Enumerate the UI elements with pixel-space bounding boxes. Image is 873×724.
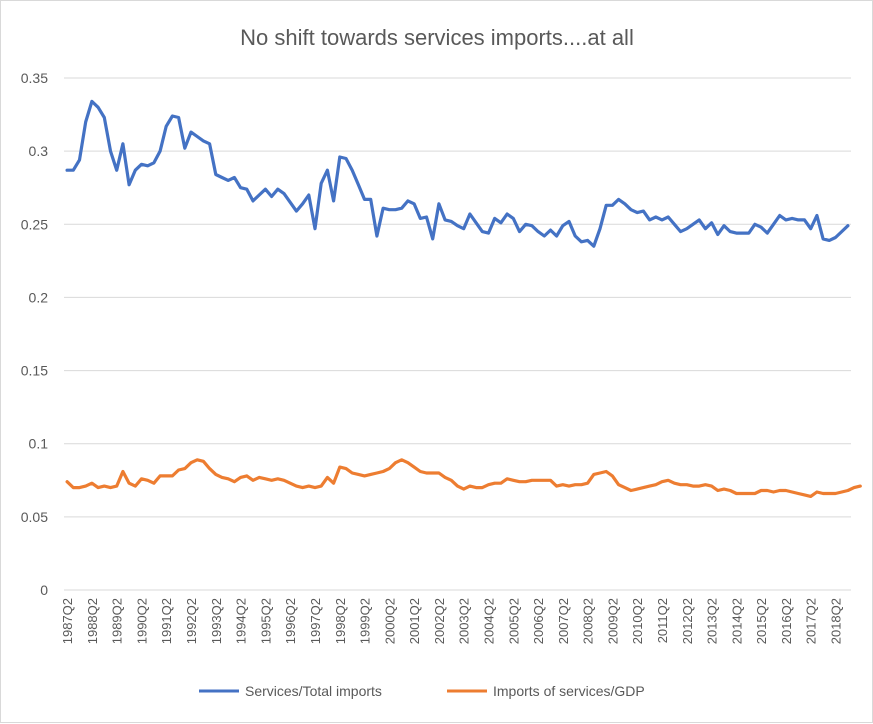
y-tick-label: 0.15 — [21, 363, 48, 379]
chart-title: No shift towards services imports....at … — [240, 25, 634, 50]
series-lines — [65, 99, 862, 498]
y-tick-label: 0.35 — [21, 70, 48, 86]
y-axis-ticks: 0 0.05 0.1 0.15 0.2 0.25 0.3 0.35 — [21, 70, 48, 598]
x-axis-ticks: 1987Q2 1988Q2 1989Q2 1990Q2 1991Q2 1992Q2 1993… — [60, 598, 843, 644]
y-tick-label: 0.05 — [21, 509, 48, 525]
x-tick-label: 2009Q2 — [605, 598, 620, 644]
x-tick-label: 2000Q2 — [382, 598, 397, 644]
legend-label-services-total-imports: Services/Total imports — [245, 683, 382, 699]
x-tick-label: 2003Q2 — [457, 598, 472, 644]
x-tick-label: 1994Q2 — [234, 598, 249, 644]
series-line-services-total-imports — [65, 99, 850, 248]
y-tick-label: 0.2 — [29, 289, 49, 305]
legend-label-imports-of-services-gdp: Imports of services/GDP — [493, 683, 645, 699]
x-tick-label: 2015Q2 — [754, 598, 769, 644]
x-tick-label: 1999Q2 — [358, 598, 373, 644]
x-tick-label: 2006Q2 — [531, 598, 546, 644]
x-tick-label: 2002Q2 — [432, 598, 447, 644]
x-tick-label: 2014Q2 — [729, 598, 744, 644]
y-tick-label: 0.1 — [29, 436, 49, 452]
x-tick-label: 2004Q2 — [481, 598, 496, 644]
x-tick-label: 2010Q2 — [630, 598, 645, 644]
gridlines — [64, 77, 851, 591]
y-tick-label: 0.3 — [29, 143, 49, 159]
x-tick-label: 1991Q2 — [159, 598, 174, 644]
x-tick-label: 1990Q2 — [134, 598, 149, 644]
x-tick-label: 1992Q2 — [184, 598, 199, 644]
x-tick-label: 2008Q2 — [581, 598, 596, 644]
x-tick-label: 2018Q2 — [829, 598, 844, 644]
y-tick-label: 0.25 — [21, 216, 48, 232]
y-tick-label: 0 — [40, 582, 48, 598]
x-tick-label: 2001Q2 — [407, 598, 422, 644]
x-tick-label: 1997Q2 — [308, 598, 323, 644]
x-tick-label: 2007Q2 — [556, 598, 571, 644]
x-tick-label: 1988Q2 — [85, 598, 100, 644]
x-tick-label: 1993Q2 — [209, 598, 224, 644]
x-tick-label: 1998Q2 — [333, 598, 348, 644]
x-tick-label: 2005Q2 — [506, 598, 521, 644]
x-tick-label: 1987Q2 — [60, 598, 75, 644]
x-tick-label: 2012Q2 — [680, 598, 695, 644]
x-tick-label: 1989Q2 — [110, 598, 125, 644]
x-tick-label: 2016Q2 — [779, 598, 794, 644]
x-tick-label: 1995Q2 — [258, 598, 273, 644]
series-line-imports-of-services-gdp — [65, 458, 862, 498]
legend: Services/Total imports Imports of servic… — [199, 683, 645, 699]
x-tick-label: 1996Q2 — [283, 598, 298, 644]
x-tick-label: 2011Q2 — [655, 598, 670, 643]
x-tick-label: 2013Q2 — [705, 598, 720, 644]
x-tick-label: 2017Q2 — [804, 598, 819, 644]
